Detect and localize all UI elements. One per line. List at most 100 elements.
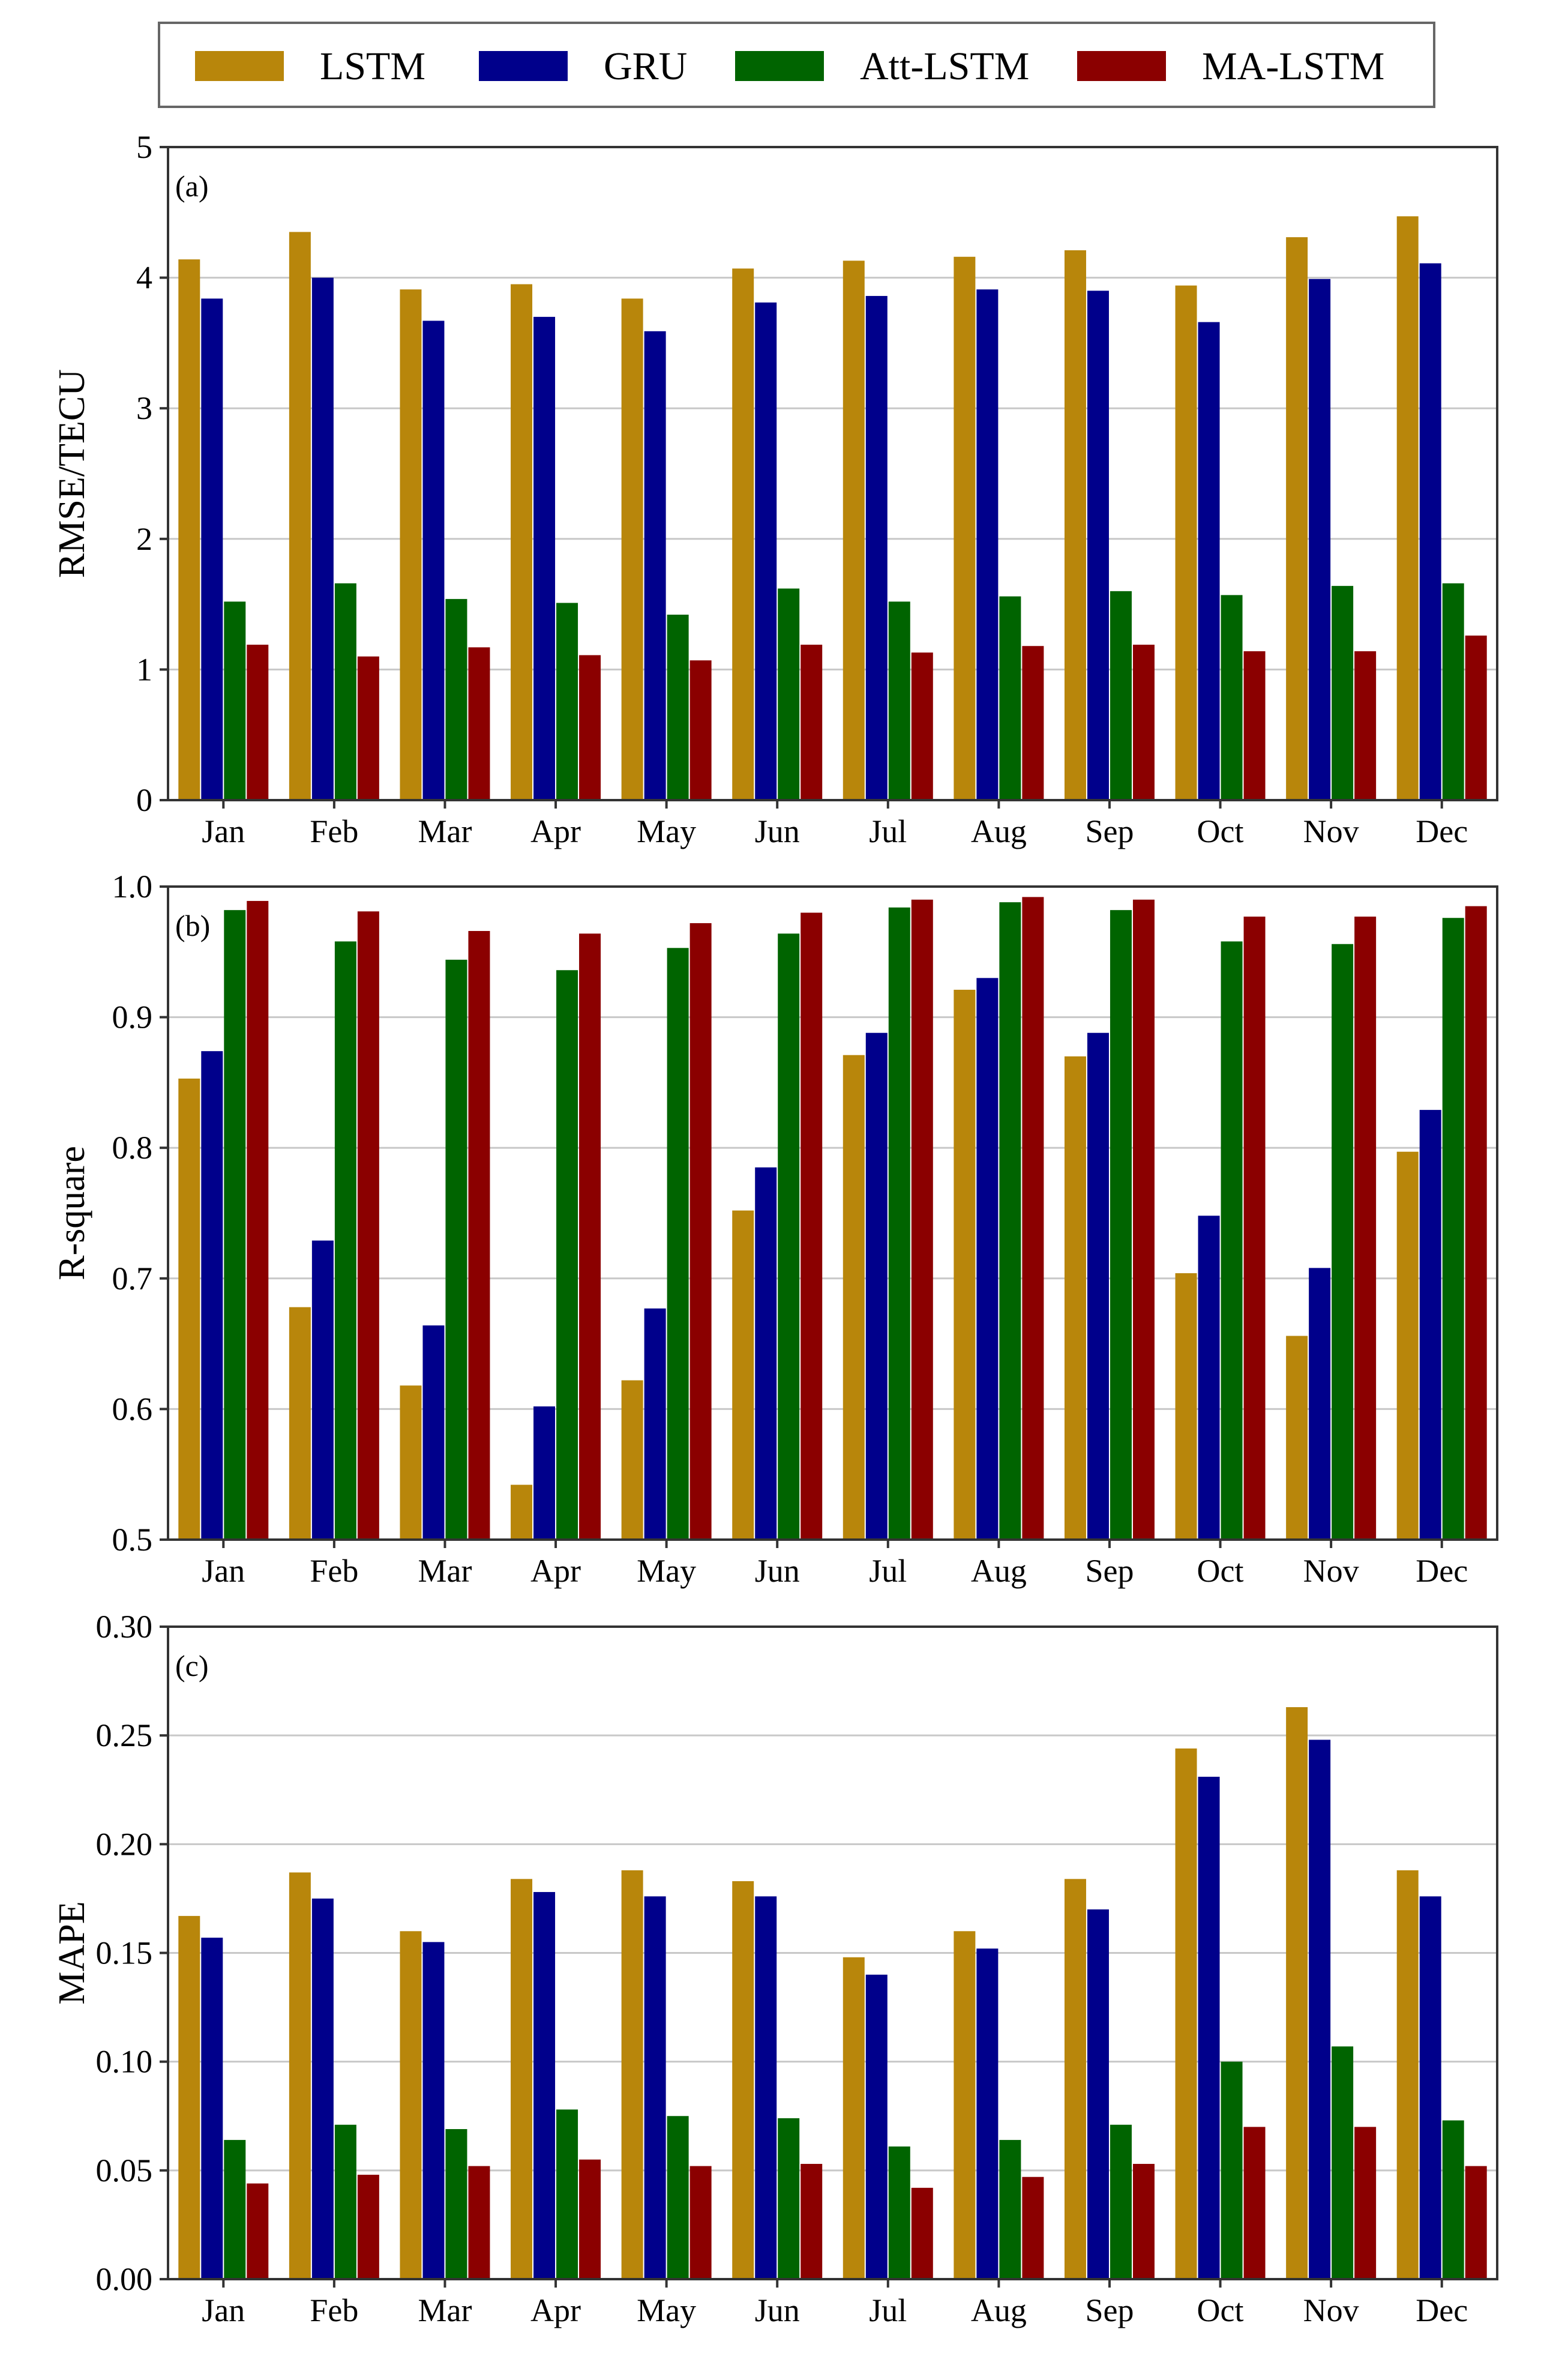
bar-ma-lstm-may [689,923,712,1540]
x-tick-label-oct: Oct [1197,1553,1244,1589]
x-tick-label-apr: Apr [530,1553,581,1589]
bar-att-lstm-apr [556,2109,578,2279]
bar-lstm-sep [1064,1056,1086,1540]
bar-lstm-jan [178,1915,200,2279]
bar-lstm-mar [400,289,422,801]
bar-gru-jan [201,1051,223,1540]
bar-ma-lstm-aug [1022,897,1044,1540]
y-tick-label: 0.8 [112,1130,153,1166]
y-tick-label: 3 [136,390,152,426]
x-tick-label-may: May [637,1553,696,1589]
bar-ma-lstm-jul [911,652,933,800]
bar-lstm-jan [178,259,200,800]
x-tick-label-dec: Dec [1416,1553,1468,1589]
bar-gru-oct [1198,1216,1220,1540]
bar-att-lstm-dec [1442,918,1464,1540]
bar-att-lstm-jul [888,2146,910,2279]
bar-ma-lstm-aug [1022,646,1044,800]
bar-att-lstm-apr [556,603,578,800]
bar-lstm-aug [954,256,976,800]
bar-gru-sep [1087,1909,1109,2279]
y-tick-label: 0 [136,782,152,818]
bar-lstm-may [621,1380,643,1540]
y-tick-label: 0.7 [112,1261,153,1297]
bar-lstm-dec [1396,1870,1419,2279]
bar-att-lstm-sep [1110,910,1132,1540]
bar-att-lstm-nov [1332,944,1354,1540]
bar-gru-jan [201,298,223,800]
bar-gru-feb [311,277,334,801]
x-tick-label-dec: Dec [1416,2292,1468,2328]
bar-lstm-apr [511,284,533,801]
x-tick-label-apr: Apr [530,2292,581,2328]
y-axis-label: R-square [52,1146,92,1280]
bar-att-lstm-jan [224,2140,246,2279]
bar-ma-lstm-mar [468,930,490,1540]
bar-lstm-apr [511,1484,533,1540]
y-axis-label: MAPE [52,1901,92,2004]
bar-lstm-feb [289,1307,311,1540]
bar-gru-feb [311,1240,334,1540]
bar-gru-nov [1309,279,1331,800]
bar-ma-lstm-nov [1354,917,1377,1540]
bar-att-lstm-mar [445,598,467,800]
bar-att-lstm-feb [334,2124,356,2279]
x-tick-label-jan: Jan [202,813,245,849]
x-tick-label-apr: Apr [530,813,581,849]
bar-att-lstm-jan [224,910,246,1540]
bar-gru-mar [422,321,445,800]
bar-ma-lstm-sep [1132,2163,1155,2279]
legend-swatch-ma-lstm [1077,51,1166,81]
bar-att-lstm-aug [999,2140,1021,2279]
bar-lstm-jun [732,268,754,800]
bar-ma-lstm-jan [247,900,269,1540]
bar-att-lstm-dec [1442,583,1464,800]
bar-att-lstm-may [667,615,689,800]
chart-panel-b: 0.5 0.6 0.7 0.8 0.9 1.0 Jan Feb Mar Apr May Jun Jul A… [52,869,1498,1589]
bar-lstm-jun [732,1210,754,1540]
bar-lstm-feb [289,232,311,800]
bar-ma-lstm-jun [801,645,823,800]
x-tick-label-jan: Jan [202,1553,245,1589]
bar-ma-lstm-feb [357,2175,379,2279]
bar-att-lstm-dec [1442,2120,1464,2279]
x-tick-label-jul: Jul [869,1553,907,1589]
bar-ma-lstm-dec [1465,2166,1487,2279]
bar-lstm-mar [400,1931,422,2279]
bar-ma-lstm-apr [579,655,601,800]
bar-att-lstm-aug [999,596,1021,800]
y-tick-label: 0.30 [96,1609,153,1645]
bar-att-lstm-jun [778,588,800,800]
bar-ma-lstm-feb [357,911,379,1540]
bar-ma-lstm-jul [911,899,933,1540]
legend-label-ma-lstm: MA-LSTM [1202,44,1384,88]
plot-frame [167,146,1498,801]
legend-swatch-lstm [195,51,284,81]
y-axis-label: RMSE/TECU [52,369,92,578]
bar-gru-oct [1198,322,1220,800]
x-tick-label-aug: Aug [971,1553,1027,1589]
bar-lstm-mar [400,1385,422,1540]
bar-gru-mar [422,1325,445,1540]
bar-ma-lstm-jan [247,2183,269,2279]
bar-gru-aug [976,978,999,1540]
bar-lstm-oct [1175,1273,1197,1540]
bar-att-lstm-feb [334,941,356,1540]
bar-ma-lstm-jun [801,912,823,1540]
panel-label: (b) [175,909,210,942]
x-tick-label-mar: Mar [418,1553,472,1589]
x-tick-label-nov: Nov [1303,1553,1359,1589]
bar-lstm-jul [843,1055,865,1540]
chart-panel-c: 0.00 0.05 0.10 0.15 0.20 0.25 0.30 Jan Feb Mar Apr… [52,1609,1498,2328]
x-tick-label-nov: Nov [1303,813,1359,849]
bar-lstm-may [621,1870,643,2279]
bar-att-lstm-oct [1221,941,1243,1540]
y-tick-label: 0.5 [112,1522,153,1558]
bar-att-lstm-jun [778,2118,800,2279]
bar-gru-jan [201,1938,223,2279]
bar-ma-lstm-oct [1243,651,1266,800]
bar-lstm-may [621,298,643,800]
bar-lstm-jan [178,1078,200,1540]
bar-gru-nov [1309,1740,1331,2279]
